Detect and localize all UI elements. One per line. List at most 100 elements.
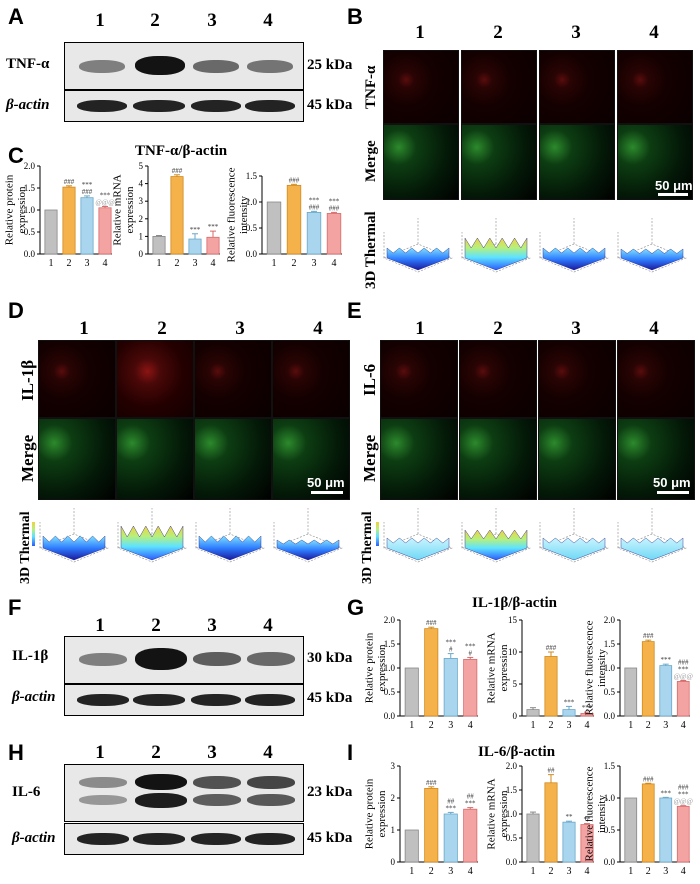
panel-label-b: B (347, 4, 363, 29)
y-axis-label-line: Relative fluorescence (584, 620, 596, 715)
bar (526, 813, 540, 863)
thermal-surface (276, 539, 340, 561)
lane-label: 4 (263, 10, 273, 31)
protein-band (135, 648, 187, 670)
y-tick-label: 1.0 (384, 663, 396, 673)
lane-label: 2 (493, 22, 503, 43)
x-tick-label: 1 (272, 258, 277, 269)
x-tick-label: 1 (531, 866, 536, 877)
fluorescence-tile (617, 340, 695, 418)
blot-strip-target (64, 42, 304, 90)
y-tick-label: 10 (508, 647, 518, 657)
protein-band (79, 653, 127, 666)
protein-band (245, 694, 295, 706)
protein-band (245, 833, 295, 845)
thermal-surface-plot (617, 218, 687, 273)
merge-tile (116, 418, 194, 500)
significance-label: ### (172, 167, 183, 175)
x-tick-label: 2 (646, 866, 651, 877)
thermal-surface (542, 537, 606, 561)
thermal-surface-plot (617, 508, 687, 563)
bar (266, 201, 282, 255)
blot-ref-kda: 45 kDa (307, 830, 353, 846)
bar (624, 797, 638, 863)
x-tick-label: 3 (193, 258, 198, 269)
significance-label: *** (100, 191, 111, 199)
y-tick-label: 0.0 (604, 711, 616, 721)
thermal-surface-plot (383, 218, 453, 273)
merge-tile (617, 418, 695, 500)
y-tick-label: 3 (139, 196, 144, 206)
y-axis-label: Relative fluorescenceintensity (584, 766, 608, 861)
y-tick-label: 15 (508, 615, 518, 625)
thermal-surface (386, 247, 450, 271)
lane-label: 1 (95, 10, 105, 31)
y-axis-label-line: intensity (596, 795, 608, 833)
thermal-grid-base (617, 533, 687, 563)
y-tick-label: 5 (513, 679, 518, 689)
fluorescence-tile (461, 50, 537, 124)
significance-label: *** (208, 223, 219, 231)
fluorescence-tile (380, 340, 458, 418)
y-tick-label: 3 (391, 761, 396, 771)
thermal-surface-plot (539, 508, 609, 563)
thermal-surface-plot (273, 508, 343, 563)
x-tick-label: 2 (549, 866, 554, 877)
panel-label-a: A (8, 4, 24, 29)
significance-label: *** (446, 804, 457, 812)
merge-tile (380, 418, 458, 500)
bar (404, 829, 419, 863)
significance-label: *** (82, 181, 93, 189)
thermal-grid-base (39, 533, 109, 563)
protein-band (193, 776, 241, 789)
x-tick-label: 1 (409, 866, 414, 877)
y-tick-label: 0.5 (24, 227, 36, 237)
thermal-surface (386, 537, 450, 561)
significance-label: *** (446, 639, 457, 647)
blot-target-kda: 25 kDa (307, 57, 353, 73)
bar-chart: 0.0 0.5 1.0 1.5 2.0 Relative proteinexpressio… (4, 161, 116, 269)
x-tick-label: 4 (468, 866, 473, 877)
blot-ref-label: β-actin (12, 830, 56, 846)
x-tick-label: 4 (468, 720, 473, 731)
thermal-surface-plot (376, 508, 453, 563)
y-tick-label: 1.0 (604, 793, 616, 803)
protein-band (77, 833, 129, 845)
y-axis-label-line: expression (376, 790, 388, 838)
y-tick-label: 2.0 (506, 761, 518, 771)
significance-label: ** (584, 816, 592, 824)
y-tick-label: 2.0 (384, 615, 396, 625)
y-axis-label-line: intensity (238, 196, 250, 234)
x-tick-label: 2 (429, 720, 434, 731)
merge-tile (272, 418, 350, 500)
lane-label: 2 (493, 318, 503, 339)
lane-label: 1 (95, 615, 105, 636)
protein-band (191, 694, 241, 706)
y-tick-label: 1.0 (506, 809, 518, 819)
y-axis-label: Relative fluorescenceintensity (226, 167, 250, 262)
fluorescence-tile (539, 50, 615, 124)
thermal-grid-base (383, 533, 453, 563)
bar (659, 665, 673, 717)
significance-label: *** (465, 800, 476, 808)
fluorescence-tile (38, 340, 116, 418)
lane-label: 1 (95, 742, 105, 763)
bar (544, 782, 558, 863)
thermal-grid-base (383, 243, 453, 273)
x-tick-label: 4 (681, 866, 686, 877)
y-tick-label: 0 (391, 857, 396, 867)
blot-target-kda: 30 kDa (307, 650, 353, 666)
y-axis-label: Relative fluorescenceintensity (584, 620, 608, 715)
y-tick-label: 5 (139, 161, 144, 171)
protein-band (247, 794, 295, 806)
blot-ref-kda: 45 kDa (307, 690, 353, 706)
panel-label-h: H (8, 740, 24, 765)
protein-band (133, 694, 185, 706)
scale-bar-label: 50 μm (655, 178, 693, 193)
bar (443, 813, 458, 863)
thermal-surface-plot (195, 508, 265, 563)
significance-label: *** (678, 791, 689, 799)
lane-label: 3 (235, 318, 245, 339)
